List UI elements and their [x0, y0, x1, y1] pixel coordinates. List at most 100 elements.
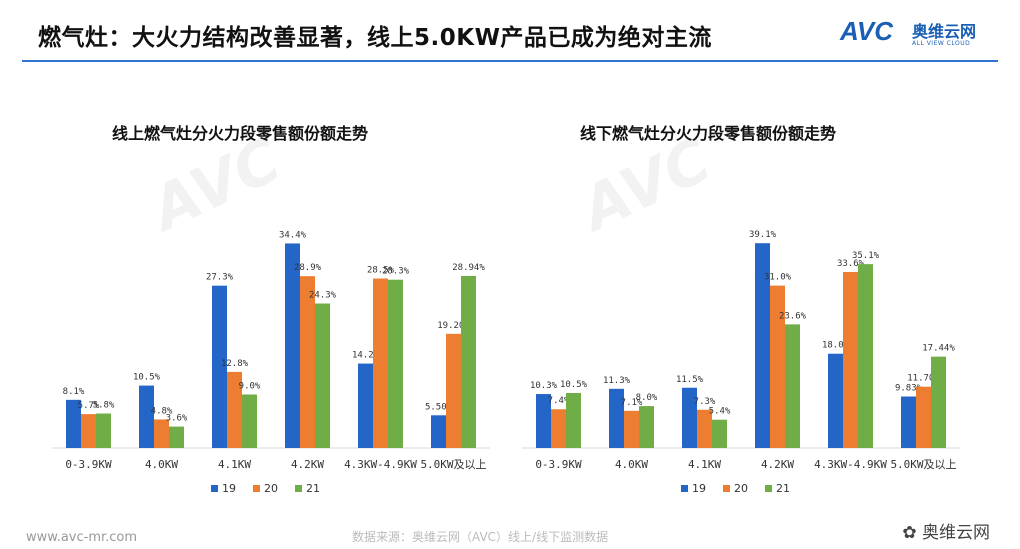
bar-21-2: [712, 419, 727, 448]
data-label: 5.7%: [78, 401, 100, 411]
bar-21-4: [858, 264, 873, 448]
data-label: 10.5%: [560, 380, 588, 390]
logo-cn: 奥维云网: [912, 22, 977, 41]
bar-19-0: [536, 394, 551, 448]
wechat-label: 奥维云网: [922, 523, 990, 543]
data-label: 5.8%: [93, 401, 115, 411]
legend-label-21: 21: [306, 482, 320, 495]
data-label: 23.6%: [779, 311, 807, 321]
category-label: 4.1KW: [218, 458, 251, 471]
data-label: 28.9%: [294, 263, 322, 273]
category-label: 4.2KW: [761, 458, 794, 471]
data-label: 12.8%: [221, 359, 249, 369]
data-label: 4.8%: [151, 406, 173, 416]
data-label: 3.6%: [166, 414, 188, 424]
bar-19-0: [66, 399, 81, 448]
data-label: 11.5%: [676, 375, 704, 385]
footer-source: 数据来源：奥维云网（AVC）线上/线下监测数据: [352, 530, 609, 544]
bar-21-5: [461, 275, 476, 448]
bar-20-0: [551, 409, 566, 448]
bar-20-4: [843, 272, 858, 448]
data-label: 7.3%: [694, 397, 716, 407]
data-label: 24.3%: [309, 291, 337, 301]
legend-swatch-19: [211, 485, 218, 492]
bar-20-4: [373, 278, 388, 448]
bar-19-5: [901, 396, 916, 448]
logo-text: AVC: [840, 16, 893, 46]
data-label: 17.44%: [922, 344, 955, 354]
bar-20-5: [446, 333, 461, 448]
data-label: 33.6%: [837, 259, 865, 269]
bar-20-1: [154, 419, 169, 448]
data-label: 9.0%: [239, 381, 261, 391]
data-label: 8.0%: [636, 393, 658, 403]
data-label: 5.4%: [709, 407, 731, 417]
category-label: 4.3KW-4.9KW: [814, 458, 887, 471]
bar-21-1: [639, 406, 654, 448]
legend-label-19: 19: [692, 482, 706, 495]
offline-bar-chart: 10.3% 7.4% 10.5% 0-3.9KW 11.3% 7.1%8.0% 4.0KW 1…: [522, 230, 960, 495]
data-label: 28.5%: [367, 266, 395, 276]
data-label: 18.0%: [822, 341, 850, 351]
page-title: 燃气灶：大火力结构改善显著，线上5.0KW产品已成为绝对主流: [38, 25, 712, 51]
bar-19-5: [431, 415, 446, 448]
bar-21-3: [315, 303, 330, 448]
bar-21-0: [96, 413, 111, 448]
bar-21-2: [242, 394, 257, 448]
data-label: 7.1%: [621, 398, 643, 408]
legend-swatch-21: [295, 485, 302, 492]
legend-swatch-20: [723, 485, 730, 492]
bar-20-1: [624, 410, 639, 448]
bar-20-2: [227, 371, 242, 448]
category-label: 5.0KW及以上: [890, 458, 956, 471]
bar-19-3: [755, 243, 770, 448]
bar-20-2: [697, 409, 712, 448]
bar-19-1: [609, 388, 624, 448]
data-label: 39.1%: [749, 230, 777, 240]
bar-19-2: [682, 387, 697, 448]
bar-20-0: [81, 414, 96, 448]
bar-20-3: [300, 276, 315, 448]
logo-sub: ALL VIEW CLOUD: [912, 40, 971, 47]
category-label: 4.0KW: [615, 458, 648, 471]
data-label: 35.1%: [852, 251, 880, 261]
legend-label-19: 19: [222, 482, 236, 495]
chart-title-offline: 线下燃气灶分火力段零售额份额走势: [580, 124, 837, 143]
bar-20-3: [770, 285, 785, 448]
category-label: 4.3KW-4.9KW: [344, 458, 417, 471]
data-label: 9.83%: [895, 384, 923, 394]
data-label: 11.3%: [603, 376, 631, 386]
wechat-icon: ✿: [902, 523, 917, 543]
data-label: 27.3%: [206, 273, 234, 283]
legend-label-21: 21: [776, 482, 790, 495]
category-label: 0-3.9KW: [535, 458, 582, 471]
brand-logo: AVC 奥维云网 ALL VIEW CLOUD: [840, 16, 990, 54]
bar-19-1: [139, 385, 154, 448]
bar-19-2: [212, 285, 227, 448]
data-label: 28.3%: [382, 267, 410, 277]
category-label: 5.0KW及以上: [420, 458, 486, 471]
footer-url[interactable]: www.avc-mr.com: [26, 530, 138, 545]
chart-title-online: 线上燃气灶分火力段零售额份额走势: [112, 124, 369, 143]
data-label: 11.70%: [907, 374, 940, 384]
data-label: 19.20%: [437, 321, 470, 331]
data-label: 34.4%: [279, 230, 307, 240]
bar-19-4: [828, 353, 843, 448]
legend-swatch-20: [253, 485, 260, 492]
header-divider: [22, 60, 998, 62]
bar-21-3: [785, 324, 800, 448]
bar-19-3: [285, 243, 300, 448]
data-label: 28.94%: [452, 263, 485, 273]
footer-wechat: ✿ 奥维云网: [902, 518, 990, 543]
legend-swatch-21: [765, 485, 772, 492]
category-label: 0-3.9KW: [65, 458, 112, 471]
bar-20-5: [916, 386, 931, 448]
bar-21-1: [169, 426, 184, 448]
data-label: 8.1%: [63, 387, 85, 397]
category-label: 4.1KW: [688, 458, 721, 471]
bar-21-4: [388, 279, 403, 448]
bar-21-5: [931, 356, 946, 448]
legend-swatch-19: [681, 485, 688, 492]
data-label: 5.50%: [425, 402, 453, 412]
data-label: 10.3%: [530, 381, 558, 391]
